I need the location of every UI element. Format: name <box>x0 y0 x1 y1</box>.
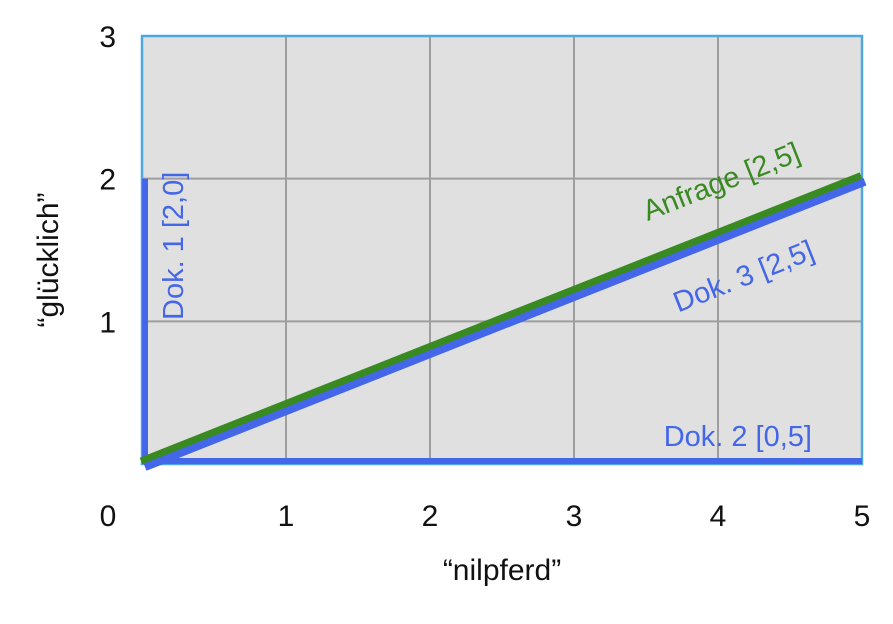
x-tick-label: 1 <box>278 500 295 533</box>
x-tick-label: 4 <box>710 500 727 533</box>
vector-label-2: Dok. 2 [0,5] <box>664 421 812 453</box>
x-tick-label: 3 <box>566 500 583 533</box>
x-tick-labels: 0 1 2 3 4 5 <box>100 500 871 533</box>
y-tick-labels: 1 2 3 <box>99 21 116 339</box>
vector-line-4 <box>139 172 863 465</box>
vector-line-3 <box>143 177 867 471</box>
x-axis-title: “nilpferd” <box>443 554 561 587</box>
vector-lines <box>139 172 867 471</box>
x-tick-label: 5 <box>854 500 871 533</box>
x-tick-label: 2 <box>422 500 439 533</box>
y-tick-label: 2 <box>99 164 116 197</box>
plot-background <box>142 36 862 464</box>
y-tick-label: 3 <box>99 21 116 54</box>
y-axis-title: “glücklich” <box>32 192 65 327</box>
x-tick-label: 0 <box>100 500 117 533</box>
y-tick-label: 1 <box>99 306 116 339</box>
vector-label-1: Dok. 1 [2,0] <box>158 172 190 320</box>
